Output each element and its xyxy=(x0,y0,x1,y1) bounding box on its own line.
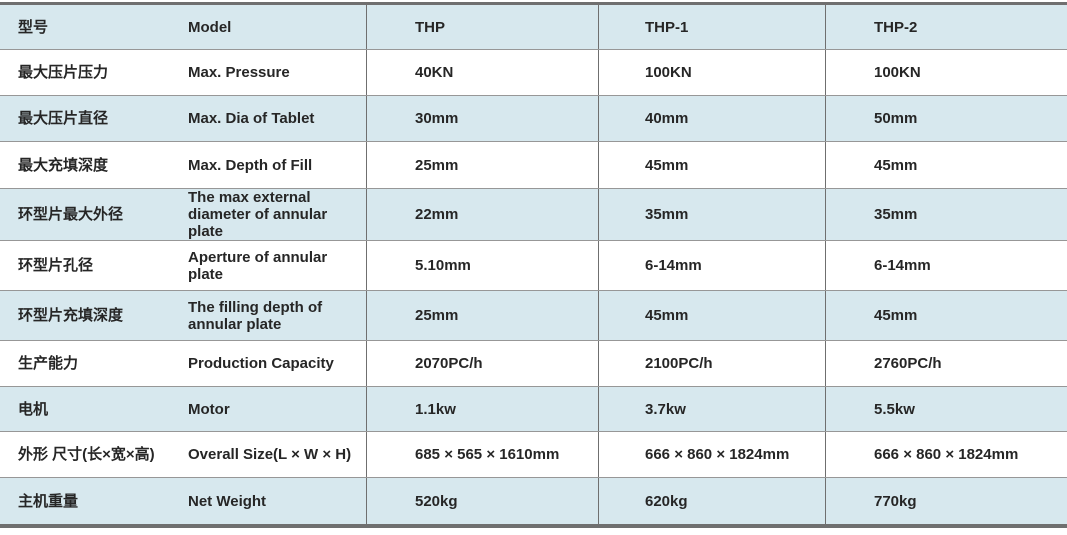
cell-thp-2: 45mm xyxy=(825,142,1067,188)
table-header-row: 型号 Model THP THP-1 THP-2 xyxy=(0,5,1067,50)
table-row: 最大压片压力 Max. Pressure 40KN 100KN 100KN xyxy=(0,50,1067,96)
row-label-zh: 环型片最大外径 xyxy=(18,206,124,223)
cell-thp-1: 100KN xyxy=(598,50,825,95)
row-label-zh: 环型片充填深度 xyxy=(18,307,124,324)
header-col-thp-1: THP-1 xyxy=(598,5,825,49)
cell-thp-1: 35mm xyxy=(598,189,825,240)
cell-thp-1: 666 × 860 × 1824mm xyxy=(598,432,825,477)
cell-thp: 25mm xyxy=(366,142,598,188)
table-row: 外形 尺寸(长×宽×高) Overall Size(L × W × H) 685 ×… xyxy=(0,432,1067,478)
row-label-zh: 最大充填深度 xyxy=(18,156,109,174)
table-row: 环型片孔径 Aperture of annular plate 5.10mm 6-14… xyxy=(0,241,1067,291)
cell-thp-2: 5.5kw xyxy=(825,387,1067,431)
cell-thp-1: 2100PC/h xyxy=(598,341,825,386)
table-row: 最大充填深度 Max. Depth of Fill 25mm 45mm 45mm xyxy=(0,142,1067,189)
cell-thp-2: 50mm xyxy=(825,96,1067,141)
row-label-en: The max external diameter of annular pla… xyxy=(188,189,328,240)
row-label-en: Max. Dia of Tablet xyxy=(188,110,315,127)
cell-thp: 5.10mm xyxy=(366,241,598,290)
row-label-zh: 生产能力 xyxy=(18,355,79,372)
cell-thp-1: 620kg xyxy=(598,478,825,524)
cell-thp-1: 45mm xyxy=(598,142,825,188)
row-label-en: Aperture of annular plate xyxy=(188,248,328,283)
table-row: 电机 Motor 1.1kw 3.7kw 5.5kw xyxy=(0,387,1067,432)
cell-thp-1: 40mm xyxy=(598,96,825,141)
spec-table-body: 最大压片压力 Max. Pressure 40KN 100KN 100KN 最大压片直径 M… xyxy=(0,50,1067,524)
cell-thp-2: 770kg xyxy=(825,478,1067,524)
cell-thp-1: 3.7kw xyxy=(598,387,825,431)
cell-thp-2: 6-14mm xyxy=(825,241,1067,290)
table-bottom-border xyxy=(0,524,1067,528)
row-label-en: Production Capacity xyxy=(188,355,334,372)
cell-thp: 520kg xyxy=(366,478,598,524)
cell-thp: 25mm xyxy=(366,291,598,340)
cell-thp: 2070PC/h xyxy=(366,341,598,386)
cell-thp-2: 2760PC/h xyxy=(825,341,1067,386)
cell-thp-2: 666 × 860 × 1824mm xyxy=(825,432,1067,477)
row-label-en: The filling depth of annular plate xyxy=(188,298,323,333)
row-label-en: Overall Size(L × W × H) xyxy=(188,446,352,463)
cell-thp-1: 6-14mm xyxy=(598,241,825,290)
cell-thp: 40KN xyxy=(366,50,598,95)
table-row: 主机重量 Net Weight 520kg 620kg 770kg xyxy=(0,478,1067,524)
table-row: 最大压片直径 Max. Dia of Tablet 30mm 40mm 50mm xyxy=(0,96,1067,142)
cell-thp: 30mm xyxy=(366,96,598,141)
cell-thp-2: 35mm xyxy=(825,189,1067,240)
spec-table: 型号 Model THP THP-1 THP-2 最大压片压力 Max. Pres… xyxy=(0,5,1067,524)
cell-thp-2: 100KN xyxy=(825,50,1067,95)
table-row: 生产能力 Production Capacity 2070PC/h 2100PC/h 2… xyxy=(0,341,1067,387)
cell-thp: 22mm xyxy=(366,189,598,240)
row-label-en: Motor xyxy=(188,400,230,418)
row-label-zh: 电机 xyxy=(18,400,49,418)
cell-thp: 1.1kw xyxy=(366,387,598,431)
row-label-en: Net Weight xyxy=(188,492,267,510)
cell-thp: 685 × 565 × 1610mm xyxy=(366,432,598,477)
row-label-zh: 最大压片直径 xyxy=(18,110,109,127)
row-label-zh: 主机重量 xyxy=(18,492,79,510)
header-model-label-zh: 型号 xyxy=(18,18,49,36)
header-model-label-en: Model xyxy=(188,18,232,36)
cell-thp-1: 45mm xyxy=(598,291,825,340)
row-label-zh: 环型片孔径 xyxy=(18,257,94,274)
cell-thp-2: 45mm xyxy=(825,291,1067,340)
table-row: 环型片充填深度 The filling depth of annular plat… xyxy=(0,291,1067,341)
row-label-en: Max. Depth of Fill xyxy=(188,156,313,174)
row-label-en: Max. Pressure xyxy=(188,64,290,81)
header-col-thp-2: THP-2 xyxy=(825,5,1067,49)
row-label-zh: 最大压片压力 xyxy=(18,64,109,81)
table-row: 环型片最大外径 The max external diameter of annu… xyxy=(0,189,1067,241)
row-label-zh: 外形 尺寸(长×宽×高) xyxy=(18,446,155,463)
header-col-thp: THP xyxy=(366,5,598,49)
table-top-border xyxy=(0,2,1067,5)
